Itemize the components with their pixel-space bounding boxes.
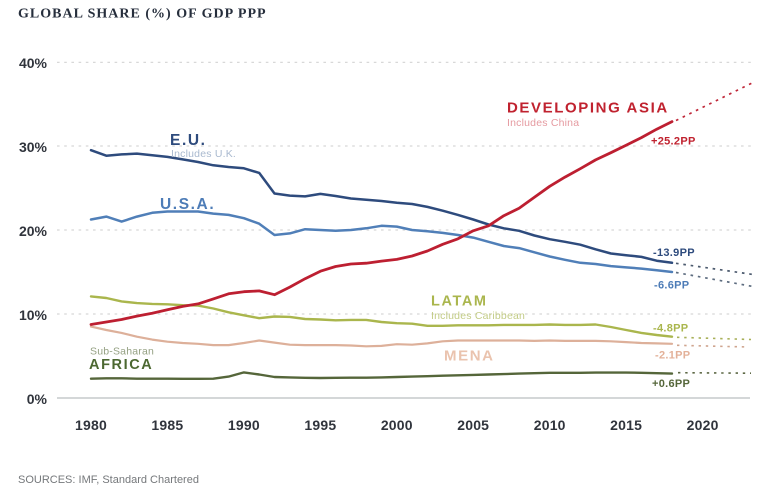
svg-text:Includes U.K.: Includes U.K. xyxy=(171,148,236,160)
svg-text:+0.6PP: +0.6PP xyxy=(652,378,690,390)
svg-text:Includes Caribbean: Includes Caribbean xyxy=(431,310,525,322)
svg-text:10%: 10% xyxy=(19,307,48,323)
svg-text:LATAM: LATAM xyxy=(431,294,488,310)
svg-text:Sub-Saharan: Sub-Saharan xyxy=(90,346,154,358)
svg-text:Includes China: Includes China xyxy=(507,117,579,129)
svg-text:1985: 1985 xyxy=(151,417,183,433)
svg-text:2020: 2020 xyxy=(687,417,719,433)
svg-text:2015: 2015 xyxy=(610,417,642,433)
svg-text:E.U.: E.U. xyxy=(170,132,207,149)
svg-text:2005: 2005 xyxy=(457,417,489,433)
svg-text:-13.9PP: -13.9PP xyxy=(653,247,695,259)
svg-text:30%: 30% xyxy=(19,139,48,155)
svg-text:GLOBAL SHARE (%) OF GDP PPP: GLOBAL SHARE (%) OF GDP PPP xyxy=(18,7,267,22)
svg-text:2010: 2010 xyxy=(534,417,566,433)
svg-text:+25.2PP: +25.2PP xyxy=(651,136,696,148)
svg-text:U.S.A.: U.S.A. xyxy=(160,196,215,213)
svg-text:AFRICA: AFRICA xyxy=(89,357,153,373)
svg-text:SOURCES: IMF, Standard Charter: SOURCES: IMF, Standard Chartered xyxy=(18,474,199,486)
svg-text:-2.1PP: -2.1PP xyxy=(655,350,690,362)
svg-text:40%: 40% xyxy=(19,55,48,71)
svg-text:-4.8PP: -4.8PP xyxy=(653,323,688,335)
svg-text:2000: 2000 xyxy=(381,417,413,433)
svg-text:1995: 1995 xyxy=(304,417,336,433)
svg-text:-6.6PP: -6.6PP xyxy=(654,280,689,292)
svg-text:20%: 20% xyxy=(19,223,48,239)
svg-text:0%: 0% xyxy=(27,391,48,407)
svg-text:1980: 1980 xyxy=(75,417,107,433)
svg-text:1990: 1990 xyxy=(228,417,260,433)
svg-text:DEVELOPING ASIA: DEVELOPING ASIA xyxy=(507,100,669,117)
svg-text:MENA: MENA xyxy=(444,348,495,365)
